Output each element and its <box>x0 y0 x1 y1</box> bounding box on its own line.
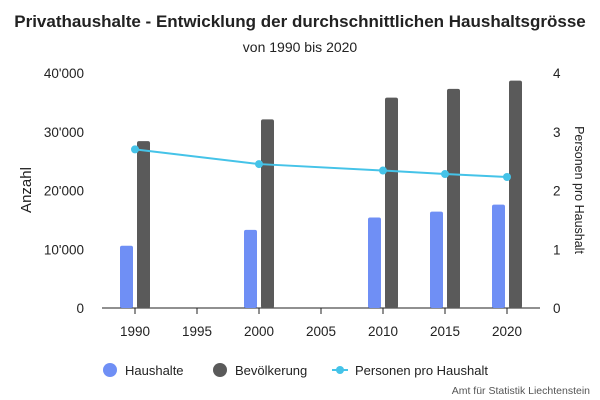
y-right-axis-title: Personen pro Haushalt <box>572 126 586 254</box>
x-tick-label: 1990 <box>120 324 150 339</box>
legend-label: Haushalte <box>125 363 184 378</box>
bar-bev-lkerung <box>509 80 522 308</box>
x-tick-label: 2005 <box>306 324 336 339</box>
x-tick-label: 2015 <box>430 324 460 339</box>
line-point <box>255 160 263 169</box>
x-tick-label: 2000 <box>244 324 274 339</box>
line-point <box>131 145 139 154</box>
y-left-tick-label: 20'000 <box>44 184 84 199</box>
y-left-tick-label: 0 <box>76 301 84 316</box>
y-right-tick-label: 2 <box>553 184 561 199</box>
bar-bev-lkerung <box>137 141 150 308</box>
legend-marker <box>213 363 227 377</box>
y-right-tick-label: 4 <box>553 66 561 81</box>
legend-label: Bevölkerung <box>235 363 307 378</box>
line-point <box>503 172 511 181</box>
x-tick-label: 2010 <box>368 324 398 339</box>
y-left-tick-label: 40'000 <box>44 66 84 81</box>
y-left-tick-label: 30'000 <box>44 125 84 140</box>
legend-marker <box>336 366 344 374</box>
bar-haushalte <box>120 245 133 308</box>
credits: Amt für Statistik Liechtenstein <box>452 385 590 397</box>
bar-haushalte <box>430 211 443 308</box>
chart-subtitle: von 1990 bis 2020 <box>243 39 358 55</box>
bar-haushalte <box>492 204 505 308</box>
y-right-tick-label: 0 <box>553 301 561 316</box>
bar-bev-lkerung <box>447 88 460 308</box>
chart-title: Privathaushalte - Entwicklung der durchs… <box>14 12 586 31</box>
bar-haushalte <box>244 229 257 308</box>
bar-haushalte <box>368 217 381 308</box>
y-right-tick-label: 3 <box>553 125 561 140</box>
legend-label: Personen pro Haushalt <box>355 363 488 378</box>
y-right-tick-label: 1 <box>553 242 561 257</box>
y-left-tick-label: 10'000 <box>44 242 84 257</box>
x-tick-label: 2020 <box>492 324 522 339</box>
bar-bev-lkerung <box>261 119 274 308</box>
line-point <box>441 170 449 179</box>
line-point <box>379 166 387 175</box>
plot-area: 1990 1995 2000 2005 2010 2015 2020 0 10'000 20'00… <box>44 66 561 339</box>
bar-bev-lkerung <box>385 97 398 308</box>
legend-marker <box>103 363 117 377</box>
legend: Haushalte Bevölkerung Personen pro Haushal… <box>103 363 488 378</box>
x-tick-label: 1995 <box>182 324 212 339</box>
y-left-axis-title: Anzahl <box>18 167 35 213</box>
